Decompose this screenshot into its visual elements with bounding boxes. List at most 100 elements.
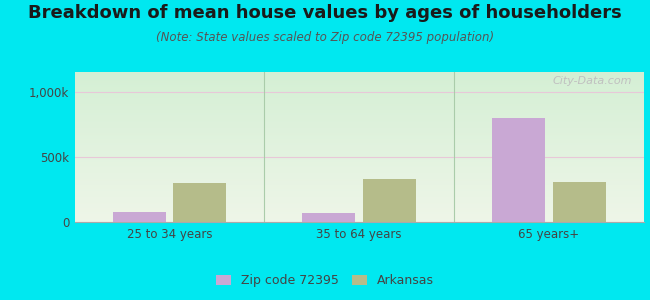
Bar xyxy=(75,173,644,174)
Bar xyxy=(75,99,644,100)
Bar xyxy=(75,181,644,182)
Bar xyxy=(75,146,644,147)
Bar xyxy=(75,149,644,150)
Bar xyxy=(174,183,226,222)
Bar xyxy=(75,122,644,123)
Bar xyxy=(75,97,644,98)
Bar xyxy=(75,114,644,115)
Bar xyxy=(75,184,644,185)
Bar xyxy=(75,83,644,84)
Bar xyxy=(75,148,644,149)
Bar xyxy=(75,159,644,160)
Bar xyxy=(75,169,644,170)
Bar xyxy=(75,191,644,192)
Bar xyxy=(75,187,644,188)
Bar xyxy=(75,130,644,131)
Bar xyxy=(75,169,644,170)
Bar xyxy=(75,87,644,88)
Bar xyxy=(75,131,644,132)
Bar xyxy=(75,178,644,179)
Bar xyxy=(75,160,644,161)
Bar xyxy=(75,203,644,204)
Bar xyxy=(552,182,606,222)
Bar xyxy=(75,208,644,209)
Bar xyxy=(75,108,644,109)
Bar xyxy=(75,211,644,212)
Bar xyxy=(75,95,644,96)
Bar xyxy=(75,72,644,73)
Bar xyxy=(75,125,644,126)
Bar xyxy=(75,218,644,219)
Bar xyxy=(75,206,644,207)
Bar xyxy=(75,166,644,167)
Bar xyxy=(75,209,644,210)
Text: (Note: State values scaled to Zip code 72395 population): (Note: State values scaled to Zip code 7… xyxy=(156,32,494,44)
Bar xyxy=(75,106,644,107)
Bar xyxy=(75,179,644,180)
Bar xyxy=(75,198,644,199)
Bar xyxy=(75,85,644,86)
Bar xyxy=(75,78,644,79)
Bar xyxy=(75,101,644,102)
Bar xyxy=(75,216,644,217)
Bar xyxy=(75,153,644,154)
Bar xyxy=(75,90,644,91)
Bar xyxy=(75,92,644,93)
Bar xyxy=(75,77,644,78)
Bar xyxy=(75,180,644,181)
Bar xyxy=(75,138,644,139)
Bar xyxy=(75,143,644,144)
Bar xyxy=(75,75,644,76)
Bar xyxy=(75,183,644,184)
Bar xyxy=(75,82,644,83)
Bar xyxy=(75,194,644,195)
Bar xyxy=(75,196,644,197)
Bar xyxy=(75,165,644,166)
Bar xyxy=(75,215,644,216)
Bar xyxy=(75,88,644,89)
Bar xyxy=(75,100,644,101)
Bar xyxy=(75,160,644,161)
Bar xyxy=(75,107,644,108)
Bar xyxy=(75,142,644,143)
Bar xyxy=(75,135,644,136)
Bar xyxy=(75,119,644,120)
Bar xyxy=(75,124,644,125)
Bar xyxy=(75,81,644,82)
Bar xyxy=(75,116,644,117)
Bar xyxy=(75,76,644,77)
Bar xyxy=(75,163,644,164)
Bar xyxy=(75,123,644,124)
Bar xyxy=(75,126,644,127)
Bar xyxy=(75,193,644,194)
Bar xyxy=(75,176,644,177)
Bar xyxy=(75,162,644,163)
Bar xyxy=(75,117,644,118)
Bar xyxy=(75,91,644,92)
Bar xyxy=(75,156,644,157)
Bar xyxy=(75,111,644,112)
Bar xyxy=(492,118,545,222)
Bar xyxy=(75,157,644,158)
Bar xyxy=(75,112,644,113)
Bar xyxy=(75,82,644,83)
Bar xyxy=(75,102,644,103)
Text: City-Data.com: City-Data.com xyxy=(552,76,632,86)
Bar xyxy=(112,212,166,222)
Bar xyxy=(75,74,644,75)
Bar xyxy=(75,94,644,95)
Bar xyxy=(75,192,644,193)
Bar xyxy=(75,204,644,205)
Bar xyxy=(75,195,644,196)
Bar xyxy=(75,73,644,74)
Bar xyxy=(75,150,644,151)
Bar xyxy=(75,80,644,81)
Bar xyxy=(75,89,644,90)
Bar xyxy=(75,217,644,218)
Bar xyxy=(302,213,356,222)
Bar xyxy=(75,201,644,202)
Bar xyxy=(75,220,644,221)
Bar xyxy=(75,147,644,148)
Bar xyxy=(75,134,644,135)
Bar xyxy=(75,133,644,134)
